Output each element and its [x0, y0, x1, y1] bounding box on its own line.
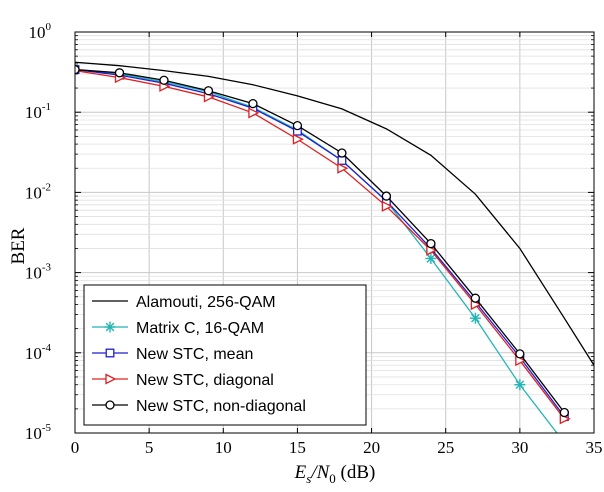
- x-label-unit: (dB): [336, 462, 376, 483]
- x-label-slash: /N: [310, 462, 330, 483]
- x-tick-label: 0: [71, 438, 80, 457]
- legend-item-1: Matrix C, 16-QAM: [92, 320, 264, 337]
- legend-box: [83, 284, 367, 426]
- series-line: [75, 68, 565, 418]
- marker-circle: [559, 407, 569, 418]
- marker-triangle: [337, 162, 349, 174]
- y-axis-label: BER: [8, 227, 29, 264]
- marker-circle: [159, 75, 169, 85]
- marker-circle: [337, 148, 347, 158]
- marker-star-stroke: [515, 380, 525, 390]
- legend-item-2: New STC, mean: [92, 346, 253, 363]
- x-tick-label: 20: [363, 438, 380, 457]
- legend-item-3: New STC, diagonal: [92, 372, 274, 389]
- legend-label: New STC, diagonal: [136, 372, 274, 389]
- legend-label: Matrix C, 16-QAM: [136, 320, 264, 337]
- marker-circle: [470, 293, 481, 303]
- marker-star-stroke: [105, 322, 115, 332]
- marker-triangle: [381, 200, 393, 212]
- legend-items: Alamouti, 256-QAM Matrix C, 16-QAM New STC…: [92, 294, 306, 415]
- legend-label: Alamouti, 256-QAM: [136, 294, 276, 311]
- marker-star: [425, 252, 437, 264]
- series-layer: [75, 61, 594, 433]
- series-0: [75, 61, 594, 366]
- x-tick-label: 30: [511, 438, 528, 457]
- x-tick-label: 15: [289, 438, 306, 457]
- plot-frame: [74, 31, 595, 434]
- legend-item-4: New STC, non-diagonal: [92, 398, 306, 415]
- x-label-sub1: s: [306, 471, 311, 486]
- series-line: [75, 61, 594, 366]
- marker-circle: [248, 98, 258, 109]
- x-tick-label: 35: [586, 438, 603, 457]
- marker-square: [337, 156, 347, 165]
- y-tick-label: 10-2: [25, 181, 51, 202]
- legend-label: New STC, mean: [136, 346, 253, 363]
- marker-circle: [114, 68, 125, 78]
- marker-star-stroke: [426, 254, 436, 263]
- marker-star: [514, 379, 526, 391]
- marker-triangle: [292, 133, 304, 145]
- y-tick-label: 100: [29, 21, 52, 42]
- legend-item-0: Alamouti, 256-QAM: [92, 294, 276, 311]
- y-tick-label: 10-1: [25, 101, 51, 122]
- tick-layer: 0 5 10 15 20 25 30 35 100 10-1 10-2 10-3 10-4 10-5: [25, 21, 603, 457]
- x-tick-label: 10: [215, 438, 232, 457]
- series-line: [75, 68, 565, 413]
- legend: Alamouti, 256-QAM Matrix C, 16-QAM New STC…: [83, 284, 367, 426]
- y-tick-label: 10-3: [25, 262, 52, 283]
- marker-circle: [381, 191, 392, 201]
- y-tick-label: 10-4: [25, 342, 52, 363]
- x-label-sub2: 0: [329, 471, 336, 486]
- x-axis-label: Es/N0 (dB): [294, 462, 376, 486]
- marker-circle: [203, 86, 214, 96]
- legend-label: New STC, non-diagonal: [136, 398, 306, 415]
- marker-square: [105, 348, 115, 358]
- y-tick-label: 10-5: [25, 422, 52, 443]
- marker-star: [104, 321, 116, 333]
- marker-circle: [426, 238, 436, 249]
- series-line: [75, 69, 565, 420]
- marker-star-stroke: [471, 313, 480, 323]
- x-tick-label: 25: [437, 438, 454, 457]
- x-label-main: E: [294, 462, 307, 483]
- marker-triangle: [248, 107, 260, 119]
- marker-star: [469, 312, 481, 324]
- marker-circle: [292, 120, 303, 131]
- marker-circle: [105, 400, 115, 410]
- marker-circle: [75, 64, 80, 75]
- series-4: [75, 64, 569, 418]
- x-tick-label: 5: [145, 438, 154, 457]
- marker-circle: [515, 349, 525, 359]
- marker-triangle: [105, 373, 117, 385]
